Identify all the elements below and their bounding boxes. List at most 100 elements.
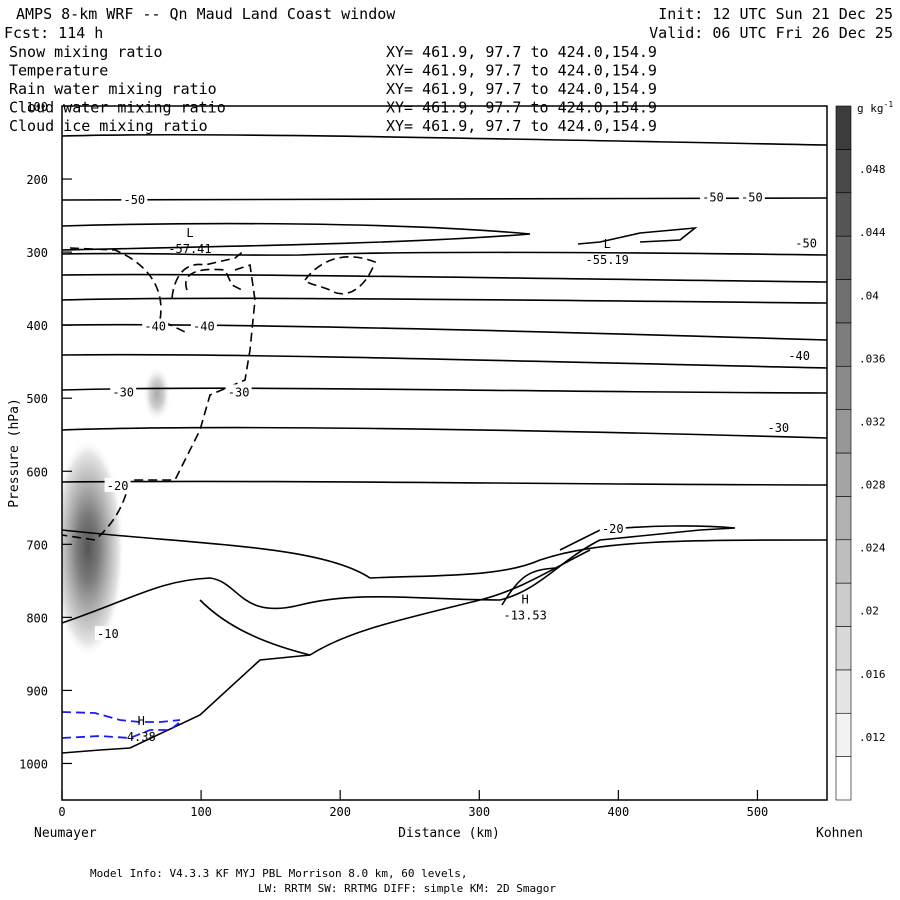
y-tick-label: 900 (26, 684, 48, 698)
y-tick-label: 1000 (19, 757, 48, 771)
temperature-contour-label: -50 (741, 190, 763, 204)
colorbar-bin (835, 105, 852, 150)
colorbar-bin (835, 409, 852, 454)
x-tick-label: 400 (608, 805, 630, 819)
colorbar-bin (835, 539, 852, 584)
colorbar-label: .044 (859, 226, 886, 239)
field-legend: Snow mixing ratio XY= 461.9, 97.7 to 424.… (9, 43, 657, 135)
y-axis-label: Pressure (hPa) (7, 398, 22, 508)
colorbar-label: .024 (859, 542, 886, 555)
contour-label-bg (104, 477, 131, 492)
temperature-contour-label: -40 (193, 320, 215, 334)
chart-title: AMPS 8-km WRF -- Qn Maud Land Coast wind… (16, 5, 396, 23)
extremum-value: -13.53 (503, 609, 546, 623)
field-name: Cloud ice mixing ratio (9, 117, 208, 135)
extremum-type: L (186, 226, 193, 240)
x-endpoint-left: Neumayer (34, 826, 97, 841)
temperature-contours (62, 133, 827, 754)
plot-frame (61, 105, 828, 801)
temperature-contour-label: -30 (228, 385, 250, 399)
contour-label-bg (786, 347, 813, 362)
contour-label-bg (738, 189, 765, 204)
colorbar-label: .032 (859, 415, 886, 428)
contour-label-bg (121, 192, 148, 207)
contour-label-bg (599, 520, 626, 535)
contour-label-bg (225, 384, 252, 399)
extremum-type: L (604, 237, 611, 251)
y-tick-label: 100 (26, 100, 48, 114)
contour-label-bg (765, 420, 792, 435)
colorbar-label: .04 (859, 289, 879, 302)
colorbar-label: .048 (859, 163, 886, 176)
colorbar-bin (835, 756, 852, 801)
x-tick-label: 100 (190, 805, 212, 819)
colorbar-bin (835, 712, 852, 757)
extremum-value: 4.38 (127, 730, 156, 744)
cloud-water-contours (62, 711, 181, 739)
field-xy: XY= 461.9, 97.7 to 424.0,154.9 (386, 117, 657, 135)
snow-shading-mid (143, 366, 171, 422)
colorbar-bin (835, 669, 852, 714)
temperature-contour-label: -40 (144, 320, 166, 334)
colorbar-bin (835, 582, 852, 627)
model-info-line2: LW: RRTM SW: RRTMG DIFF: simple KM: 2D S… (258, 882, 556, 895)
field-xy: XY= 461.9, 97.7 to 424.0,154.9 (386, 80, 657, 98)
temperature-contour-label: -20 (107, 479, 129, 493)
init-time: Init: 12 UTC Sun 21 Dec 25 (658, 5, 893, 23)
temperature-contour-label: -40 (788, 349, 810, 363)
x-tick-label: 500 (747, 805, 769, 819)
x-tick-label: 0 (58, 805, 65, 819)
colorbar-bin (835, 496, 852, 541)
field-name: Temperature (9, 62, 108, 80)
temperature-contour-label: -30 (112, 385, 134, 399)
colorbar-bin (835, 192, 852, 237)
snow-shading-low (62, 438, 124, 658)
extremum-value: -55.19 (586, 253, 629, 267)
contour-label-bg (699, 189, 726, 204)
colorbar-bin (835, 452, 852, 497)
temperature-contour-label: -50 (123, 193, 145, 207)
valid-time: Valid: 06 UTC Fri 26 Dec 25 (649, 24, 893, 42)
colorbar-label: .036 (859, 352, 886, 365)
temperature-contour-label: -20 (602, 522, 624, 536)
contour-label-bg (793, 235, 820, 250)
field-xy: XY= 461.9, 97.7 to 424.0,154.9 (386, 99, 657, 117)
x-tick-label: 200 (329, 805, 351, 819)
field-name: Snow mixing ratio (9, 43, 163, 61)
y-tick-label: 700 (26, 538, 48, 552)
colorbar-bin (835, 149, 852, 194)
temperature-contour-label: -30 (767, 421, 789, 435)
model-info-line1: Model Info: V4.3.3 KF MYJ PBL Morrison 8… (90, 867, 468, 880)
temperature-contour-label: -50 (795, 236, 817, 250)
x-tick-label: 300 (468, 805, 490, 819)
colorbar-label: .028 (859, 479, 886, 492)
extremum-type: H (522, 593, 529, 607)
y-tick-label: 300 (26, 246, 48, 260)
contour-label-bg (94, 626, 121, 641)
field-xy: XY= 461.9, 97.7 to 424.0,154.9 (386, 62, 657, 80)
plot-area: -50 -50 -50 -50 -40 -40 -40 -30 -30 -30 -20 -20 -10 L… (62, 133, 827, 754)
extremum-value: -57.41 (168, 242, 211, 256)
temperature-contour-label: -50 (702, 190, 724, 204)
field-name: Rain water mixing ratio (9, 80, 217, 98)
colorbar-bin (835, 235, 852, 280)
field-name: Cloud water mixing ratio (9, 99, 226, 117)
colorbar-label: .016 (859, 668, 886, 681)
field-xy: XY= 461.9, 97.7 to 424.0,154.9 (386, 43, 657, 61)
contour-label-bg (142, 318, 169, 333)
y-tick-label: 200 (26, 173, 48, 187)
extremum-type: H (138, 714, 145, 728)
colorbar-unit: g kg-1 (857, 100, 893, 115)
y-tick-label: 400 (26, 319, 48, 333)
colorbar-label: .02 (859, 605, 879, 618)
colorbar-bin (835, 626, 852, 671)
colorbar: .012 .016 .02 .024 .028 .032 .036 .04 .044 .048 g … (835, 100, 893, 801)
y-tick-label: 600 (26, 465, 48, 479)
colorbar-bin (835, 365, 852, 410)
colorbar-label: .012 (859, 731, 886, 744)
colorbar-bin (835, 279, 852, 324)
contour-label-bg (190, 318, 217, 333)
temperature-contour-label: -10 (97, 627, 119, 641)
contour-label-bg (110, 384, 137, 399)
